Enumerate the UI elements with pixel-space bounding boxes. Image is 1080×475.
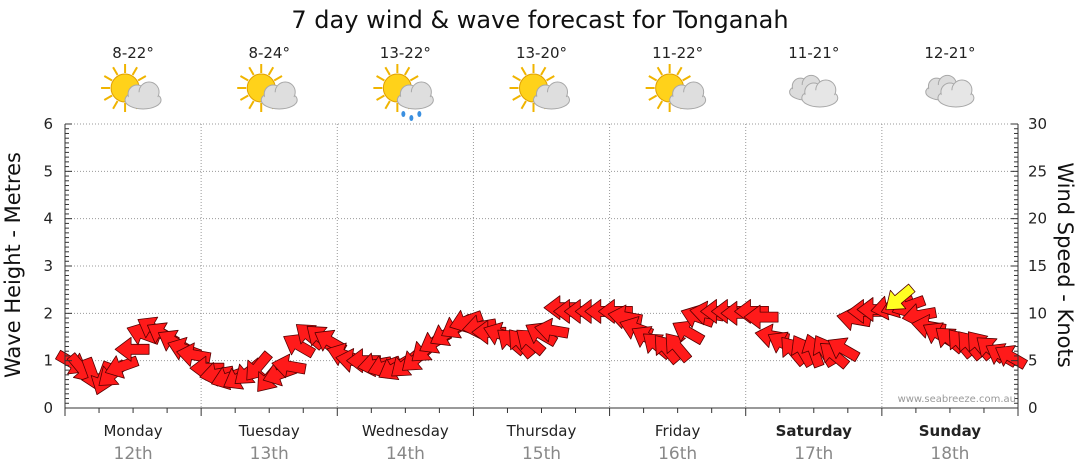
wind-arrow — [114, 336, 150, 362]
day-name: Tuesday — [238, 422, 300, 440]
left-tick-label: 0 — [43, 399, 53, 417]
cloud-icon — [925, 74, 975, 108]
cloud-icon — [789, 74, 839, 108]
wind-arrow — [743, 304, 779, 330]
temperature-range: 11-21° — [788, 44, 839, 62]
sun-cloud-rain-icon — [373, 64, 434, 121]
right-tick-label: 0 — [1028, 399, 1038, 417]
day-date: 17th — [794, 444, 833, 464]
sun-cloud-icon — [101, 64, 162, 112]
day-name: Friday — [655, 422, 701, 440]
right-tick-label: 10 — [1028, 304, 1047, 322]
sun-cloud-icon — [645, 64, 707, 112]
left-tick-label: 6 — [43, 115, 53, 133]
day-name: Monday — [103, 422, 162, 440]
day-date: 14th — [386, 444, 425, 464]
day-name: Saturday — [776, 422, 853, 440]
day-date: 16th — [658, 444, 697, 464]
temperature-range: 12-21° — [924, 44, 975, 62]
temperature-range: 13-20° — [516, 44, 567, 62]
wind-arrow — [827, 337, 861, 363]
weather-row: 8-22° 8-24° 13-22° 13-20° 11-22° 11-21° 12-21° — [101, 44, 975, 121]
day-date: 18th — [930, 444, 969, 464]
right-axis-label: Wind Speed - Knots — [1053, 162, 1077, 367]
current-wind-arrow — [885, 283, 916, 311]
chart-axes: 0 1 2 3 4 5 6 0 5 10 15 20 25 30 — [43, 115, 1047, 417]
day-labels: Monday 12th Tuesday 13th Wednesday 14th Thursd… — [103, 422, 981, 464]
right-tick-label: 25 — [1028, 162, 1047, 180]
left-tick-label: 2 — [43, 304, 53, 322]
right-tick-label: 15 — [1028, 257, 1047, 275]
temperature-range: 13-22° — [380, 44, 431, 62]
day-date: 13th — [250, 444, 289, 464]
left-tick-label: 5 — [43, 162, 53, 180]
sun-cloud-icon — [509, 64, 570, 112]
left-tick-label: 3 — [43, 257, 53, 275]
day-name: Thursday — [506, 422, 577, 440]
temperature-range: 11-22° — [652, 44, 703, 62]
wind-arrow — [534, 317, 570, 343]
temperature-range: 8-24° — [248, 44, 290, 62]
day-date: 12th — [114, 444, 153, 464]
left-axis-label: Wave Height - Metres — [1, 152, 25, 378]
chart-title: 7 day wind & wave forecast for Tonganah — [291, 6, 788, 34]
right-tick-label: 5 — [1028, 352, 1038, 370]
wind-arrows — [55, 283, 1028, 396]
right-tick-label: 30 — [1028, 115, 1047, 133]
left-tick-label: 4 — [43, 210, 53, 228]
wind-arrow — [665, 333, 693, 364]
day-name: Wednesday — [362, 422, 449, 440]
temperature-range: 8-22° — [112, 44, 154, 62]
left-tick-label: 1 — [43, 352, 53, 370]
day-name: Sunday — [919, 422, 982, 440]
wind-arrow — [271, 353, 307, 379]
chart-grid — [65, 123, 1018, 408]
credit-text: www.seabreeze.com.au — [898, 394, 1016, 405]
day-date: 15th — [522, 444, 561, 464]
sun-cloud-icon — [237, 64, 298, 112]
right-tick-label: 20 — [1028, 210, 1047, 228]
